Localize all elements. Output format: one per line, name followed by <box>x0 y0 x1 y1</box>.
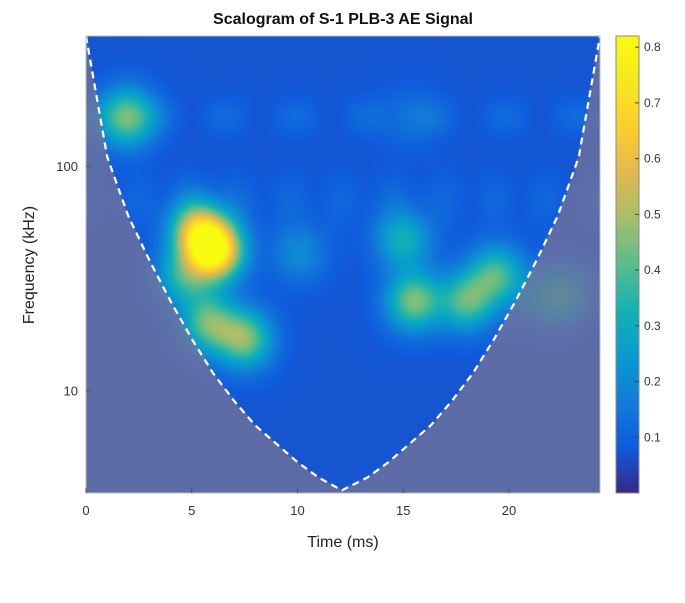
colorbar-tick-label: 0.4 <box>644 263 661 277</box>
colorbar-tick-label: 0.6 <box>644 152 661 166</box>
colorbar-tick-label: 0.3 <box>644 319 661 333</box>
cone-of-influence <box>86 36 600 492</box>
x-axis: 0 5 10 15 20 <box>82 488 516 518</box>
y-axis: 10 100 <box>56 159 91 399</box>
plot-frame <box>85 35 601 494</box>
x-tick-label: 0 <box>82 503 89 518</box>
y-tick-label: 10 <box>64 384 78 399</box>
colorbar-tick-label: 0.8 <box>644 40 661 54</box>
colorbar-tick-label: 0.5 <box>644 207 661 221</box>
colorbar-tick-label: 0.2 <box>644 375 661 389</box>
y-axis-label: Frequency (kHz) <box>21 206 38 324</box>
chart-title: Scalogram of S-1 PLB-3 AE Signal <box>213 11 473 28</box>
x-tick-label: 10 <box>290 503 304 518</box>
x-tick-label: 15 <box>396 503 410 518</box>
x-tick-label: 20 <box>502 503 516 518</box>
colorbar-tick-label: 0.7 <box>644 96 661 110</box>
plot-area <box>85 35 601 494</box>
colorbar: 0.1 0.2 0.3 0.4 0.5 0.6 0.7 0.8 <box>615 35 661 494</box>
colorbar-ticks: 0.1 0.2 0.3 0.4 0.5 0.6 0.7 0.8 <box>635 40 661 444</box>
x-axis-label: Time (ms) <box>307 534 378 551</box>
colorbar-frame <box>615 35 640 494</box>
heatmap-image <box>86 36 600 493</box>
colorbar-tick-label: 0.1 <box>644 430 661 444</box>
y-tick-label: 100 <box>56 159 78 174</box>
colorbar-gradient <box>616 36 639 493</box>
x-tick-label: 5 <box>188 503 195 518</box>
coi-boundary-line <box>86 36 600 492</box>
